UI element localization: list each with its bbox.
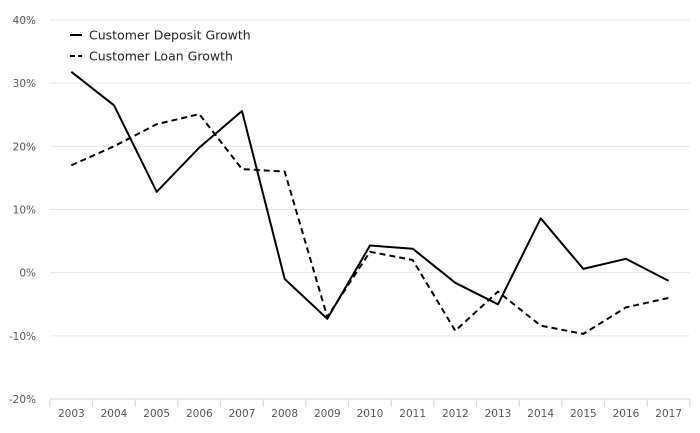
x-tick-label: 2012: [442, 408, 469, 420]
y-tick-label: -20%: [9, 394, 36, 406]
y-tick-label: 40%: [13, 15, 36, 27]
x-tick-label: 2013: [485, 408, 512, 420]
x-tick-label: 2006: [186, 408, 213, 420]
legend-item-deposit: Customer Deposit Growth: [70, 28, 251, 43]
y-tick-label: 10%: [13, 205, 36, 217]
x-axis: 2003 2004 2005 2006 2007 2008 2009 2010 2011 2012…: [49, 398, 691, 420]
legend: Customer Deposit Growth Customer Loan Gr…: [70, 28, 251, 64]
x-tick-label: 2007: [229, 408, 256, 420]
x-tick-label: 2010: [357, 408, 384, 420]
legend-item-loan: Customer Loan Growth: [70, 49, 233, 64]
y-axis: -20% -10% 0% 10% 20% 30% 40%: [9, 15, 36, 406]
y-tick-label: -10%: [9, 331, 36, 343]
x-tick-label: 2008: [271, 408, 298, 420]
x-tick-label: 2016: [613, 408, 640, 420]
gridlines: [50, 19, 690, 337]
x-tick-label: 2015: [570, 408, 597, 420]
series-line-customer-deposit-growth: [70, 71, 670, 320]
series-line-customer-loan-growth: [70, 113, 669, 335]
x-tick-label: 2009: [314, 408, 341, 420]
series-group: [70, 71, 670, 335]
x-tick-label: 2011: [399, 408, 426, 420]
legend-label-loan: Customer Loan Growth: [89, 49, 233, 64]
x-tick-label: 2005: [143, 408, 170, 420]
legend-label-deposit: Customer Deposit Growth: [89, 28, 251, 43]
x-tick-label: 2004: [101, 408, 128, 420]
x-tick-label: 2017: [655, 408, 682, 420]
x-tick-label: 2003: [58, 408, 85, 420]
y-tick-label: 20%: [13, 141, 36, 153]
y-tick-label: 30%: [13, 78, 36, 90]
x-tick-label: 2014: [527, 408, 554, 420]
y-tick-label: 0%: [19, 268, 36, 280]
